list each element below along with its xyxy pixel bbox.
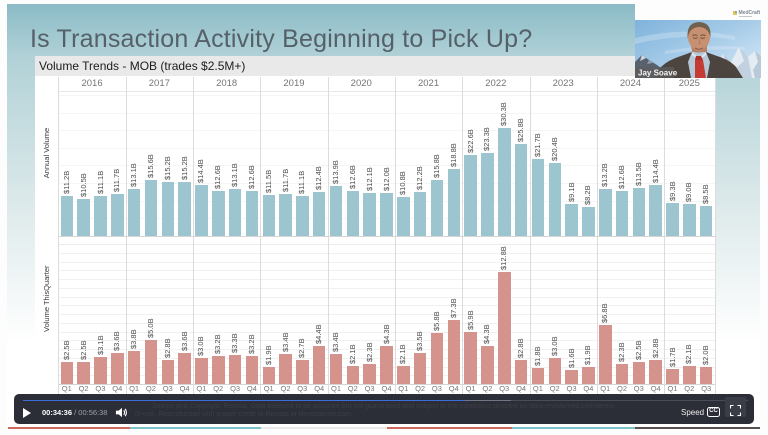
svg-text:Jay Soave: Jay Soave	[638, 68, 678, 77]
